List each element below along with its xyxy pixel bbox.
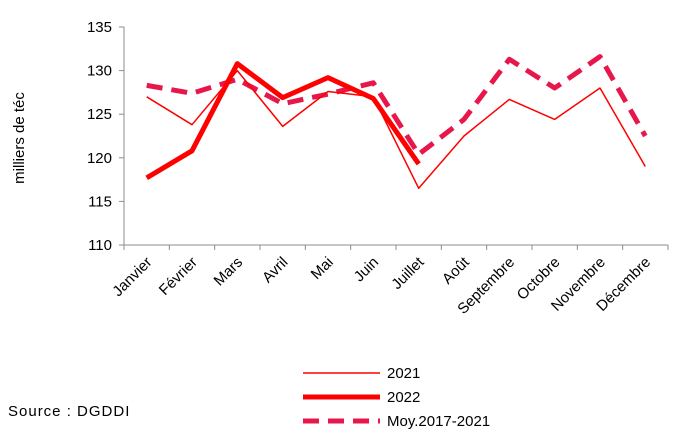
y-tick-label: 115 (88, 193, 112, 210)
series-lines (145, 54, 648, 190)
legend-label: Moy.2017-2021 (387, 413, 490, 430)
y-tick-label: 125 (87, 106, 112, 123)
series-line-2022 (145, 61, 421, 181)
x-tick-label: Mars (211, 254, 247, 290)
y-axis-label: milliers de téc (11, 92, 28, 184)
y-tick-label: 130 (87, 63, 112, 80)
legend: 2021 2022 Moy.2017-2021 (303, 365, 490, 430)
y-tick-label: 120 (87, 150, 112, 167)
y-axis: 110 115 120 125 130 135 (87, 19, 125, 254)
x-tick-label: Février (156, 254, 201, 299)
series-line-moy-2017-2021 (146, 54, 648, 157)
legend-label: 2021 (387, 365, 420, 382)
x-tick-label: Juin (351, 254, 382, 285)
x-tick-label: Août (439, 253, 473, 287)
y-tick-label: 135 (87, 19, 112, 36)
y-tick-label: 110 (88, 237, 112, 254)
x-tick-label: Avril (259, 254, 291, 286)
source-note: Source : DGDDI (8, 403, 131, 420)
x-tick-label: Mai (308, 254, 337, 283)
x-tick-label: Janvier (109, 254, 155, 300)
x-tick-label: Juillet (388, 253, 428, 293)
x-axis: Janvier Février Mars Avril Mai Juin Juillet Aoû… (109, 244, 669, 318)
legend-label: 2022 (387, 389, 420, 406)
